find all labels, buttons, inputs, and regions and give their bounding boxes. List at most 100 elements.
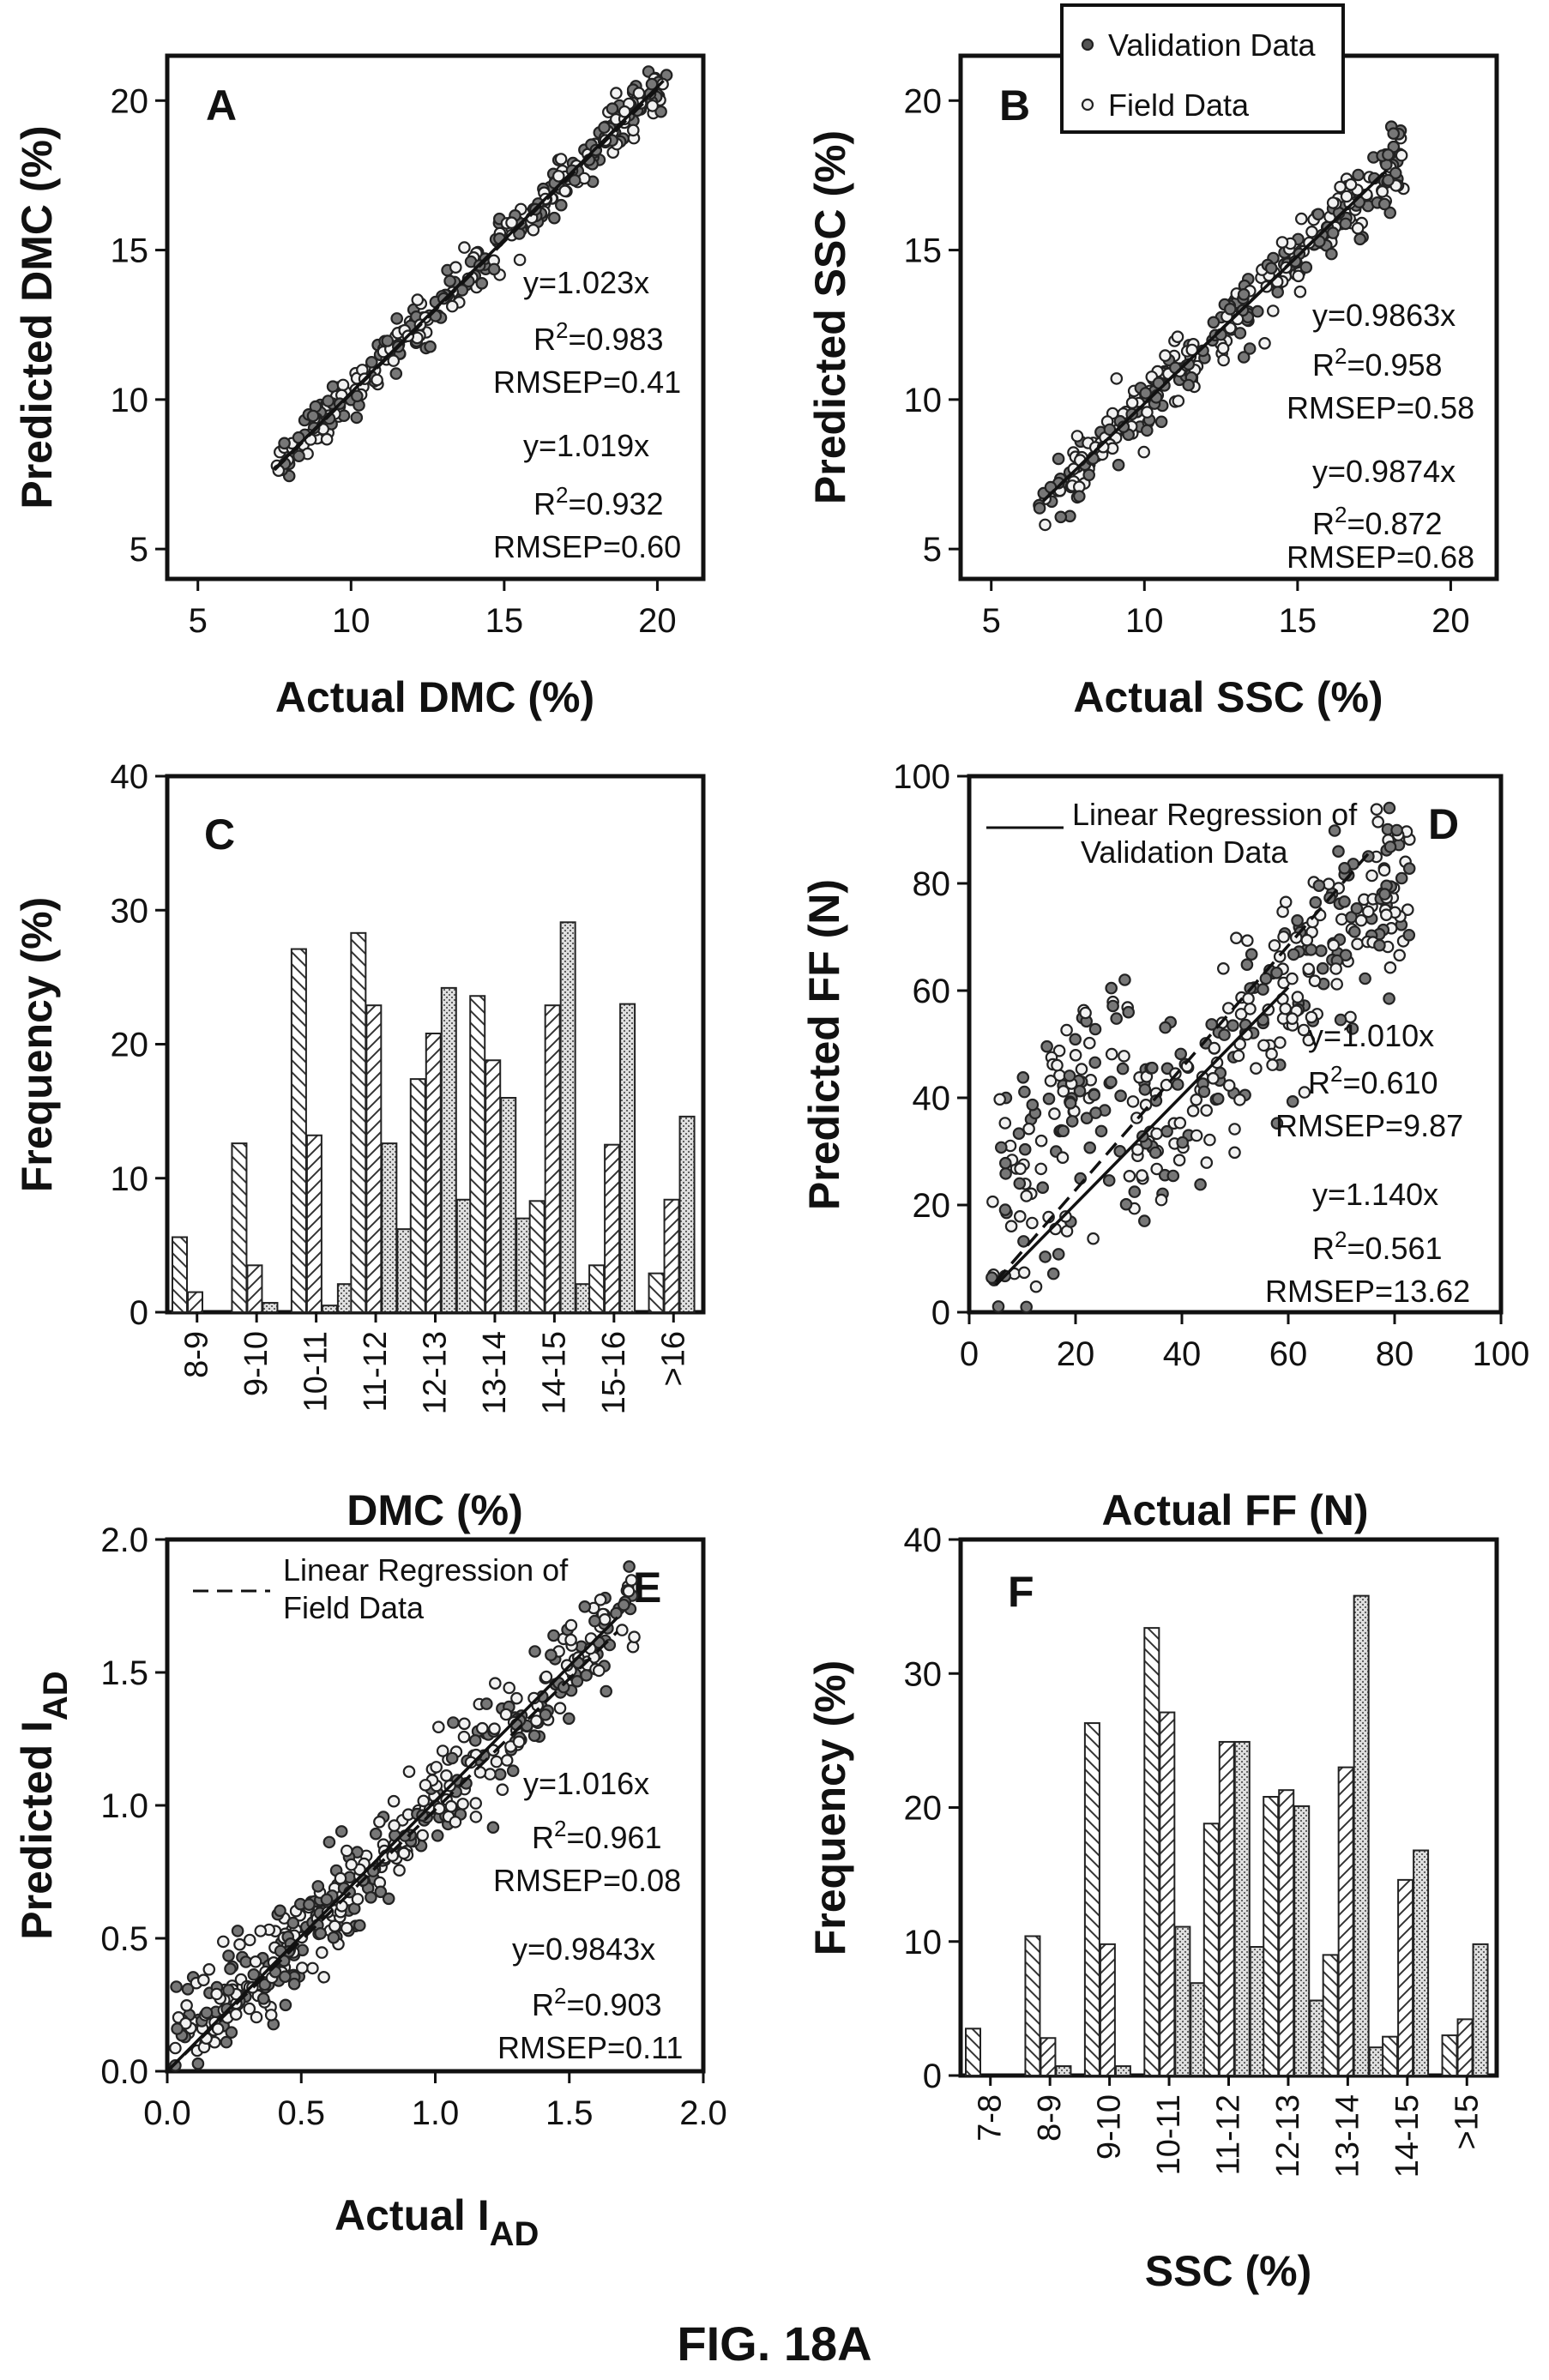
panel-d-ytick-label: 80 — [913, 865, 951, 903]
data-point — [1070, 430, 1084, 443]
data-point — [1373, 938, 1386, 952]
bar — [290, 948, 307, 1313]
bar — [1472, 1943, 1489, 2076]
data-point — [388, 1819, 401, 1832]
data-point — [1114, 1089, 1127, 1102]
data-point — [610, 87, 623, 99]
panel-e-points — [169, 1560, 641, 2072]
data-point — [458, 241, 471, 254]
data-point — [345, 1858, 358, 1871]
data-point — [1309, 895, 1323, 909]
data-point — [445, 1751, 459, 1765]
data-point — [1305, 225, 1318, 238]
data-point — [287, 1977, 301, 1991]
panel-c-ytick-label: 40 — [111, 758, 149, 796]
bar — [1143, 1627, 1160, 2076]
data-point — [1270, 967, 1283, 979]
data-point — [993, 1093, 1006, 1106]
data-point — [1216, 341, 1230, 355]
data-point — [553, 1702, 567, 1714]
data-point — [1383, 206, 1396, 220]
panel-b-fit-lines — [1042, 169, 1388, 503]
bar — [1040, 2037, 1057, 2076]
data-point — [306, 1961, 319, 1975]
panel-e-eq-2: y=0.9843x — [512, 1931, 655, 1967]
data-point — [1326, 196, 1340, 209]
data-point — [210, 1987, 223, 2001]
data-point — [1194, 1178, 1207, 1191]
data-point — [436, 1744, 449, 1757]
data-point — [393, 1864, 406, 1877]
data-point — [1176, 1136, 1189, 1149]
data-point — [468, 1734, 482, 1747]
fit-line — [273, 87, 659, 472]
data-point — [432, 1802, 446, 1816]
data-point — [1159, 1021, 1172, 1034]
bar — [528, 1200, 545, 1313]
fit-line — [1042, 169, 1388, 503]
bar — [1353, 1594, 1370, 2076]
data-point — [1383, 801, 1396, 815]
data-point — [1293, 285, 1307, 298]
data-point — [1232, 1049, 1245, 1063]
data-point — [1012, 1127, 1026, 1140]
data-point — [998, 1117, 1012, 1130]
data-point — [1353, 232, 1366, 246]
data-point — [449, 261, 462, 274]
panel-b-eq-1: y=0.9863x — [1312, 298, 1456, 333]
panel-d-frame — [967, 774, 1504, 1315]
data-point — [387, 354, 401, 367]
data-point — [1390, 823, 1403, 837]
data-point — [1200, 1156, 1214, 1169]
data-point — [617, 1599, 630, 1612]
category-label: 15-16 — [596, 1331, 632, 1414]
data-point — [1299, 261, 1313, 274]
data-point — [1286, 972, 1299, 985]
bar — [321, 1304, 338, 1313]
data-point — [1094, 1124, 1108, 1138]
data-point — [1020, 1190, 1033, 1202]
data-point — [654, 105, 667, 118]
bar — [1322, 1954, 1339, 2076]
data-point — [503, 1681, 515, 1695]
data-point — [628, 1630, 641, 1643]
bar — [588, 1264, 606, 1313]
data-point — [1351, 221, 1365, 235]
data-point — [431, 1829, 444, 1842]
data-point — [1141, 424, 1154, 437]
data-point — [1138, 1214, 1151, 1227]
panel-a-xtick-label: 5 — [189, 602, 208, 640]
data-point — [615, 1624, 629, 1636]
data-point — [1334, 180, 1347, 194]
panel-b-ytick-label: 10 — [904, 382, 943, 419]
data-point — [1073, 490, 1086, 503]
data-point — [1286, 1095, 1299, 1108]
data-point — [1122, 1005, 1135, 1019]
data-point — [1291, 914, 1304, 927]
bar — [425, 1033, 442, 1313]
data-point — [545, 1648, 558, 1661]
data-point — [1395, 148, 1408, 162]
data-point — [430, 1761, 443, 1774]
data-point — [1046, 1267, 1060, 1280]
data-point — [564, 1618, 578, 1632]
panel-d-rmsep-2: RMSEP=13.62 — [1265, 1274, 1470, 1309]
category-label: 9-10 — [1092, 2094, 1128, 2160]
category-label: 13-14 — [1329, 2094, 1365, 2178]
data-point — [1075, 1063, 1088, 1076]
panel-d-xtick-label: 40 — [1163, 1335, 1202, 1373]
bar — [648, 1272, 665, 1313]
data-point — [1257, 983, 1269, 996]
data-point — [506, 1764, 520, 1777]
bar — [1055, 2065, 1072, 2076]
data-point — [1302, 1033, 1316, 1047]
data-point — [314, 1927, 327, 1940]
data-point — [1080, 1112, 1094, 1124]
panel-a-ytick-label: 10 — [111, 382, 149, 419]
data-point — [1287, 948, 1300, 961]
data-point — [1065, 1115, 1079, 1128]
bar — [172, 1236, 188, 1313]
panel-b-legend: Validation Data Field Data — [1060, 3, 1345, 134]
data-point — [1171, 1078, 1184, 1091]
data-point — [1064, 1097, 1077, 1110]
